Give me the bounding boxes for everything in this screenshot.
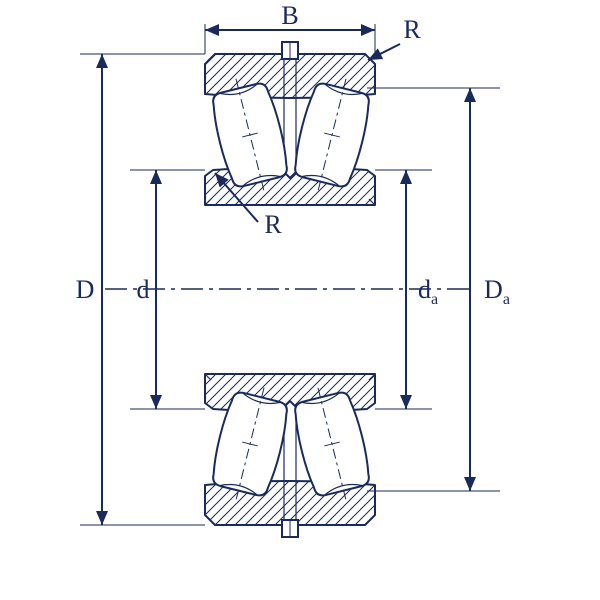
dim-label-d: d bbox=[137, 275, 150, 304]
dim-label-D: D bbox=[76, 275, 95, 304]
dim-label-Da: Da bbox=[484, 275, 510, 308]
dim-label-R-top: R bbox=[403, 15, 421, 44]
dim-label-B: B bbox=[281, 1, 298, 30]
dim-label-R-inner: R bbox=[264, 210, 282, 239]
bearing-cross-section-diagram: B R R Dd da Da bbox=[0, 0, 600, 600]
geometry-layer bbox=[105, 42, 470, 537]
dim-label-da: da bbox=[418, 275, 438, 308]
